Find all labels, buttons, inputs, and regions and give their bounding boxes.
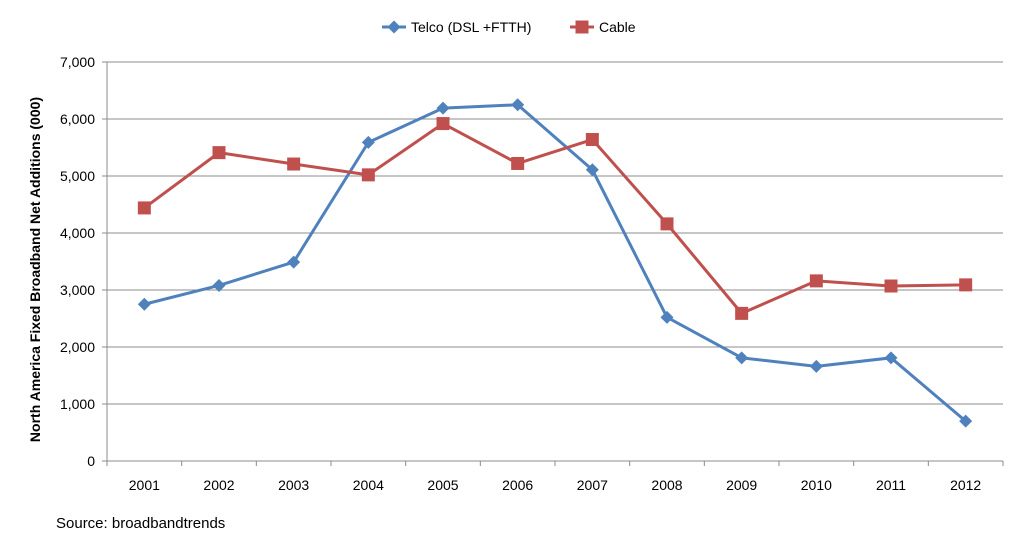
data-point-square (660, 217, 674, 231)
data-point-square (137, 201, 151, 215)
data-point-diamond (511, 98, 525, 112)
x-tick-label: 2005 (427, 477, 458, 493)
x-tick-label: 2009 (726, 477, 757, 493)
data-point-square (959, 278, 973, 292)
legend-label: Telco (DSL +FTTH) (411, 19, 531, 35)
x-tick-label: 2006 (502, 477, 533, 493)
y-tick-label: 1,000 (60, 396, 95, 412)
x-tick-label: 2008 (651, 477, 682, 493)
legend: Telco (DSL +FTTH) Cable (382, 19, 636, 35)
data-point-diamond (735, 351, 749, 365)
data-point-square (511, 156, 525, 170)
data-point-square (212, 146, 226, 160)
data-point-diamond (959, 414, 973, 428)
data-point-square (585, 133, 599, 147)
data-point-diamond (585, 163, 599, 177)
data-point-diamond (361, 135, 375, 149)
y-tick-label: 6,000 (60, 111, 95, 127)
data-point-diamond (387, 20, 401, 34)
x-tick-label: 2001 (129, 477, 160, 493)
data-point-diamond (660, 310, 674, 324)
source-note: Source: broadbandtrends (56, 515, 226, 532)
y-tick-label: 2,000 (60, 339, 95, 355)
x-tick-label: 2012 (950, 477, 981, 493)
x-tick-label: 2003 (278, 477, 309, 493)
x-tick-label: 2002 (203, 477, 234, 493)
series-line-cable (143, 122, 966, 315)
data-point-square (287, 157, 301, 171)
data-point-square (436, 117, 450, 131)
axes (102, 61, 1004, 466)
data-point-diamond (212, 278, 226, 292)
data-point-diamond (137, 297, 151, 311)
y-axis-label: North America Fixed Broadband Net Additi… (27, 97, 43, 442)
x-tick-label: 2007 (577, 477, 608, 493)
legend-label: Cable (599, 19, 636, 35)
y-tick-label: 3,000 (60, 282, 95, 298)
gridlines (107, 61, 1003, 405)
series-layer (137, 98, 973, 428)
data-point-square (735, 306, 749, 320)
y-tick-label: 4,000 (60, 225, 95, 241)
y-tick-labels: 0 1,000 2,000 3,000 4,000 5,000 6,000 7,000 (60, 54, 95, 469)
data-point-square (884, 279, 898, 293)
data-point-diamond (809, 359, 823, 373)
x-tick-label: 2004 (353, 477, 384, 493)
data-point-square (575, 20, 589, 34)
data-point-diamond (287, 255, 301, 269)
y-tick-label: 0 (87, 453, 95, 469)
x-tick-labels: 2001 2002 2003 2004 2005 2006 2007 2008 2009 2010… (129, 477, 982, 493)
data-point-square (809, 274, 823, 288)
data-point-diamond (884, 351, 898, 365)
y-tick-label: 5,000 (60, 168, 95, 184)
x-tick-label: 2010 (801, 477, 832, 493)
data-point-square (361, 168, 375, 182)
x-tick-label: 2011 (876, 477, 906, 493)
data-point-diamond (436, 101, 450, 115)
y-tick-label: 7,000 (60, 54, 95, 70)
series-line-telco (143, 103, 967, 423)
